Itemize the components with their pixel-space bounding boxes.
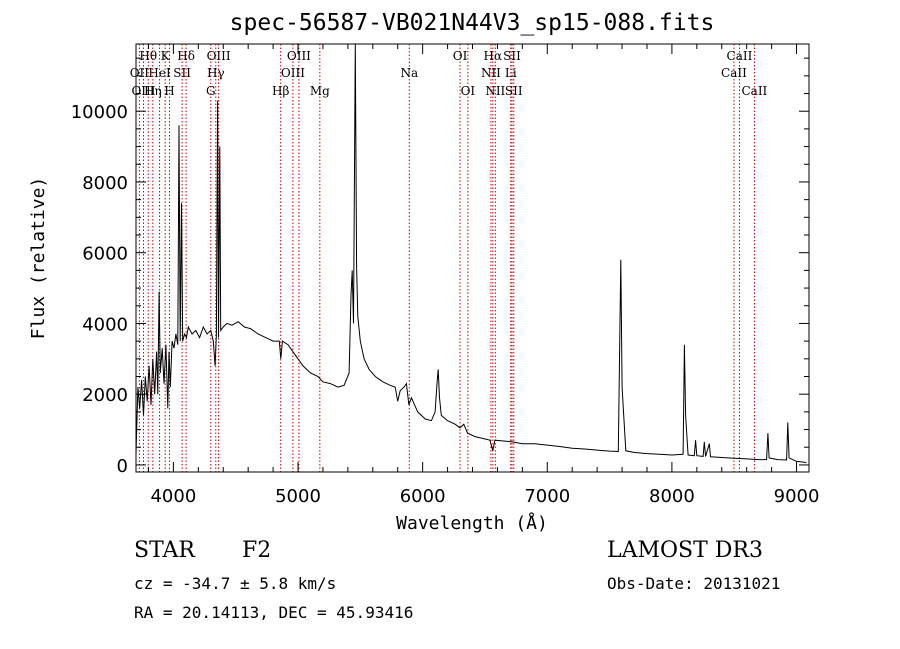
y-tick-label: 0 <box>117 456 128 477</box>
x-tick-label: 6000 <box>400 486 446 507</box>
y-tick-label: 8000 <box>82 173 128 194</box>
observation-date: Obs-Date: 20131021 <box>607 574 781 593</box>
line-label-7: SII <box>173 66 191 80</box>
line-label-12: Hβ <box>272 84 289 98</box>
x-tick-label: 4000 <box>150 486 196 507</box>
line-label-8: Hδ <box>177 49 195 63</box>
line-label-25: CaII <box>721 66 747 80</box>
line-label-23: Li <box>505 66 517 80</box>
line-label-22: SII <box>503 49 521 63</box>
line-label-15: Mg <box>310 84 330 98</box>
x-axis-label: Wavelength (Å) <box>396 512 548 534</box>
x-tick-label: 7000 <box>524 486 570 507</box>
object-subclass: F2 <box>242 538 272 563</box>
line-label-24: SII <box>505 84 523 98</box>
x-axis-ticks: 4000 5000 6000 7000 8000 9000 <box>147 44 820 507</box>
line-label-18: OI <box>461 84 476 98</box>
x-tick-label: 5000 <box>275 486 321 507</box>
line-label-2: OIII <box>131 84 155 98</box>
y-tick-label: 6000 <box>82 244 128 265</box>
y-tick-label: 2000 <box>82 385 128 406</box>
line-label-3: Hη <box>144 84 162 98</box>
y-tick-label: 4000 <box>82 314 128 335</box>
line-label-19: Hα <box>484 49 503 63</box>
y-axis-label: Flux (relative) <box>28 177 49 340</box>
y-tick-label: 10000 <box>71 102 128 123</box>
spectral-line-markers <box>138 44 755 472</box>
spectrum-line <box>135 43 807 464</box>
line-label-21: NII <box>485 84 505 98</box>
line-label-20: NII <box>481 66 501 80</box>
x-tick-label: 8000 <box>649 486 695 507</box>
line-label-16: Na <box>400 66 418 80</box>
line-label-17: OI <box>453 49 468 63</box>
redshift-value: cz = -34.7 ± 5.8 km/s <box>134 574 337 593</box>
chart-title: spec-56587-VB021N44V3_sp15-088.fits <box>230 10 715 36</box>
line-label-0: Hθ <box>139 49 157 63</box>
x-tick-label: 9000 <box>774 486 820 507</box>
line-label-26: CaII <box>727 49 753 63</box>
line-label-11: G <box>206 84 216 98</box>
coordinates: RA = 20.14113, DEC = 45.93416 <box>134 603 414 622</box>
line-label-4: HeI <box>148 66 171 80</box>
survey-name: LAMOST DR3 <box>607 538 763 563</box>
line-label-10: Hγ <box>207 66 225 80</box>
line-label-5: K <box>161 49 171 63</box>
line-label-14: OIII <box>287 49 311 63</box>
line-label-13: OIII <box>281 66 305 80</box>
plot-frame <box>135 43 810 473</box>
line-label-9: OIII <box>207 49 231 63</box>
line-label-27: CaII <box>741 84 767 98</box>
y-axis-ticks: 0 2000 4000 6000 8000 10000 <box>71 57 809 477</box>
object-class: STAR <box>134 538 195 563</box>
line-label-6: H <box>164 84 174 98</box>
line-label-1: OII <box>130 66 150 80</box>
